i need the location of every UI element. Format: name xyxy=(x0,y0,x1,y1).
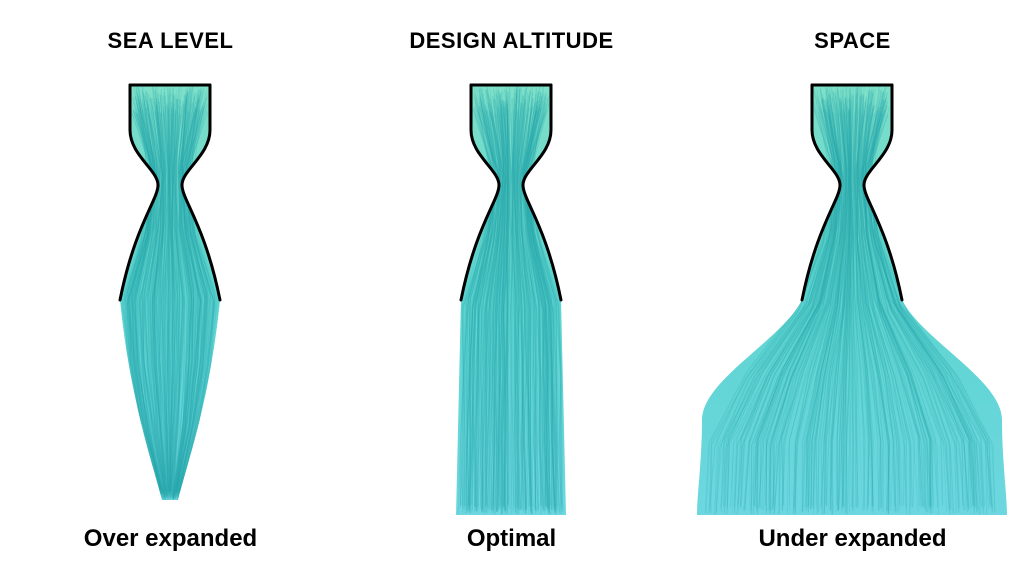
diagram-design-altitude xyxy=(341,0,682,576)
panel-design-altitude: DESIGN ALTITUDEOptimal xyxy=(341,0,682,576)
diagram-sea-level xyxy=(0,0,341,576)
diagram-space xyxy=(682,0,1023,576)
panel-sea-level: SEA LEVELOver expanded xyxy=(0,0,341,576)
panel-space: SPACEUnder expanded xyxy=(682,0,1023,576)
